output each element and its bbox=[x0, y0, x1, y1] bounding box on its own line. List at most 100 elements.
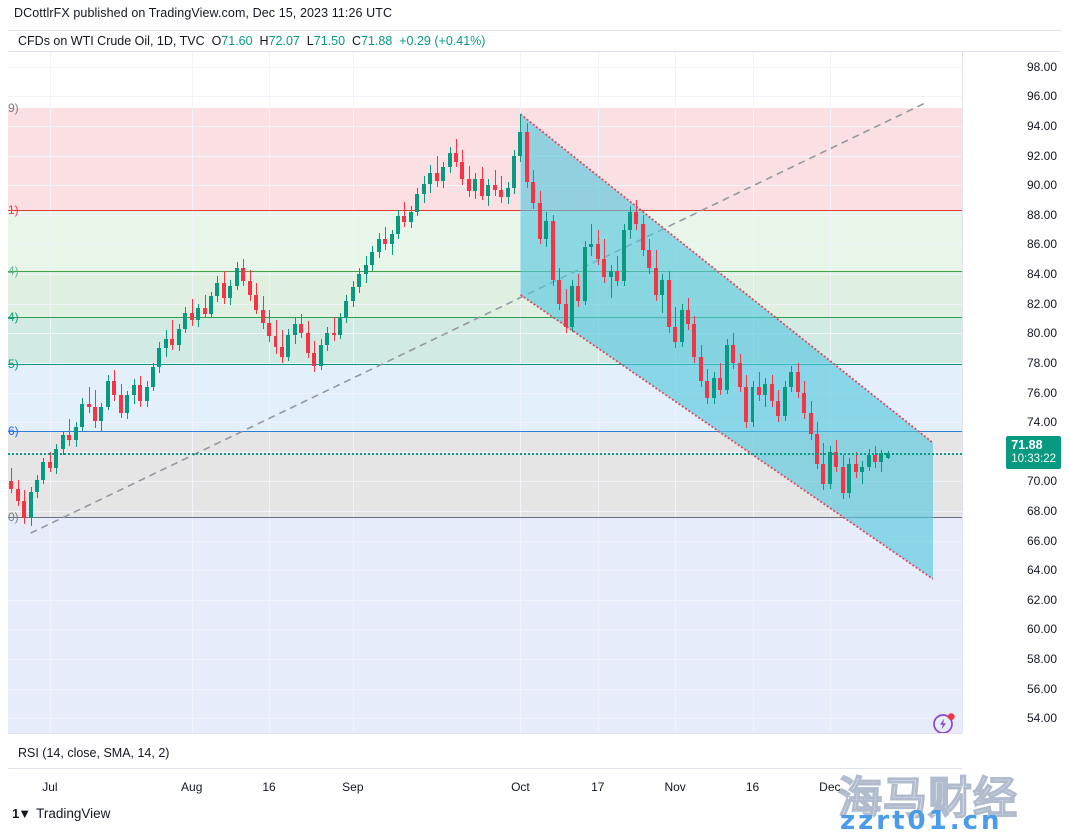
candle-body bbox=[183, 312, 188, 329]
fib-band-upper-green-zone bbox=[8, 210, 962, 272]
rsi-indicator-label[interactable]: RSI (14, close, SMA, 14, 2) bbox=[18, 746, 170, 760]
gridline-vertical bbox=[192, 52, 193, 733]
price-axis-label: 92.00 bbox=[1026, 148, 1057, 163]
gridline-vertical bbox=[353, 52, 354, 733]
candle-body bbox=[724, 345, 729, 390]
candle-body bbox=[686, 309, 691, 325]
candle-body bbox=[54, 448, 59, 468]
gridline bbox=[8, 363, 962, 364]
gridline bbox=[8, 393, 962, 394]
fib-band-resistance-zone bbox=[8, 108, 962, 211]
gridline bbox=[8, 126, 962, 127]
candle-body bbox=[234, 268, 239, 286]
candle-body bbox=[518, 131, 523, 156]
candle-body bbox=[750, 386, 755, 423]
candle-body bbox=[176, 328, 181, 346]
candle-body bbox=[80, 404, 85, 427]
gridline bbox=[8, 659, 962, 660]
watermark-chinese: 海马财经 bbox=[837, 772, 1018, 825]
candle-body bbox=[802, 392, 807, 414]
candle-body bbox=[731, 345, 736, 363]
price-axis[interactable]: 98.00 96.00 94.00 92.00 90.00 88.00 86.00 84.00… bbox=[962, 52, 1063, 733]
candle-body bbox=[337, 318, 342, 335]
price-axis-label: 80.00 bbox=[1026, 326, 1057, 341]
ohlc-h-value: 72.07 bbox=[268, 34, 300, 48]
candle-body bbox=[279, 346, 284, 357]
candle-body bbox=[221, 282, 226, 298]
ohlc-o-label: O bbox=[211, 34, 222, 48]
gridline bbox=[8, 156, 962, 157]
candle-wick bbox=[862, 460, 864, 485]
candle-body bbox=[273, 336, 278, 347]
candle-body bbox=[428, 173, 433, 184]
fib-level-line bbox=[8, 517, 962, 518]
candle-wick bbox=[675, 306, 677, 349]
candle-body bbox=[350, 287, 355, 301]
candle-body bbox=[286, 334, 291, 357]
candle-body bbox=[395, 216, 400, 235]
candle-body bbox=[737, 362, 742, 387]
candle-body bbox=[647, 250, 652, 269]
chart-canvas[interactable]: 9) 1) 4) 4) 5) 6) 0) bbox=[8, 52, 962, 733]
fib-band-mid-green-zone bbox=[8, 271, 962, 317]
candle-body bbox=[260, 309, 265, 323]
tradingview-mark: 1▼ bbox=[12, 806, 31, 821]
ohlc-c-value: 71.88 bbox=[361, 34, 393, 48]
candle-body bbox=[763, 383, 768, 396]
symbol-legend[interactable]: CFDs on WTI Crude Oil, 1D, TVC O71.60 H7… bbox=[18, 34, 485, 48]
price-axis-label: 88.00 bbox=[1026, 207, 1057, 222]
candle-wick bbox=[501, 176, 503, 203]
time-axis-label: 16 bbox=[262, 780, 276, 794]
fib-level-line bbox=[8, 317, 962, 318]
last-price-badge[interactable]: 71.88 10:33:22 bbox=[1006, 436, 1061, 470]
gridline bbox=[8, 215, 962, 216]
candle-body bbox=[615, 271, 620, 282]
candle-body bbox=[157, 348, 162, 368]
candle-body bbox=[125, 395, 130, 414]
candle-body bbox=[9, 481, 14, 489]
fib-level-label: 5) bbox=[8, 357, 19, 372]
candle-body bbox=[325, 333, 330, 346]
candle-body bbox=[550, 220, 555, 280]
candle-body bbox=[389, 234, 394, 245]
candle-body bbox=[344, 300, 349, 319]
time-axis-label: Aug bbox=[181, 780, 203, 794]
candle-body bbox=[408, 211, 413, 223]
candle-body bbox=[331, 333, 336, 335]
candle-body bbox=[28, 491, 33, 519]
candle-wick bbox=[204, 294, 206, 317]
gridline bbox=[8, 67, 962, 68]
candle-body bbox=[479, 179, 484, 196]
descending-channel[interactable] bbox=[8, 52, 962, 733]
candle-body bbox=[247, 281, 252, 295]
candle-body bbox=[35, 479, 39, 492]
candle-body bbox=[241, 268, 246, 282]
tradingview-name: TradingView bbox=[36, 806, 111, 821]
ohlc-l-value: 71.50 bbox=[313, 34, 346, 48]
candle-body bbox=[402, 216, 407, 223]
gridline bbox=[8, 96, 962, 97]
candle-body bbox=[73, 426, 78, 440]
candle-body bbox=[711, 377, 716, 399]
last-price-value: 71.88 bbox=[1011, 438, 1043, 453]
symbol-name: CFDs on WTI Crude Oil, 1D, TVC bbox=[18, 34, 205, 48]
watermark-domain: zzrt01.cn bbox=[840, 806, 1003, 836]
fib-level-label: 4) bbox=[8, 309, 19, 324]
candle-body bbox=[460, 161, 465, 180]
price-axis-label: 68.00 bbox=[1026, 503, 1057, 518]
ohlc-c-label: C bbox=[351, 34, 362, 48]
gridline-vertical bbox=[50, 52, 51, 733]
candle-body bbox=[15, 488, 20, 501]
candle-body bbox=[602, 259, 607, 277]
candle-body bbox=[299, 324, 304, 334]
time-axis[interactable] bbox=[8, 733, 962, 769]
candle-body bbox=[144, 386, 149, 402]
candle-body bbox=[789, 371, 794, 387]
fib-level-label: 6) bbox=[8, 423, 19, 438]
candle-body bbox=[254, 294, 259, 310]
candle-body bbox=[705, 380, 710, 399]
candle-body bbox=[512, 155, 516, 189]
ascending-trendline[interactable] bbox=[8, 52, 962, 733]
candle-body bbox=[163, 339, 168, 349]
price-axis-label: 84.00 bbox=[1026, 267, 1057, 282]
